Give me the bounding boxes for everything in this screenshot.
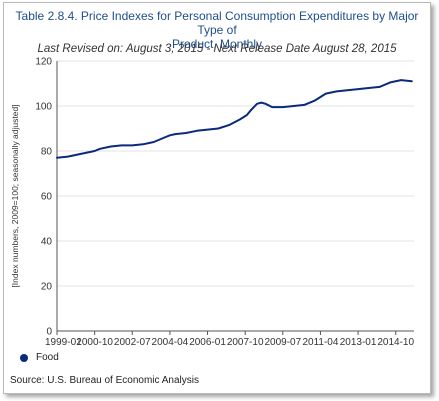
chart-title-line2: Product, Monthly: [171, 37, 263, 51]
x-tick-label: 2002-07: [114, 337, 151, 348]
y-tick-label: 80: [41, 147, 53, 158]
chart-title: Table 2.8.4. Price Indexes for Personal …: [4, 9, 430, 51]
y-tick-label: 40: [41, 237, 53, 248]
revision-note: Last Revised on: August 3, 2015 - Next R…: [37, 43, 397, 55]
y-tick-label: 20: [41, 282, 53, 293]
y-tick-label: 100: [35, 102, 52, 113]
x-tick-label: 2000-10: [76, 337, 113, 348]
x-tick-label: 2007-10: [227, 337, 264, 348]
chart-title-line1: Table 2.8.4. Price Indexes for Personal …: [15, 9, 419, 37]
x-tick-label: 2014-10: [377, 337, 414, 348]
x-tick-label: 2013-01: [340, 337, 377, 348]
x-tick-label: 2004-04: [152, 337, 189, 348]
source-note: Source: U.S. Bureau of Economic Analysis: [10, 375, 199, 386]
x-tick-label: 2006-01: [189, 337, 226, 348]
legend-label-food: Food: [36, 352, 59, 363]
x-tick-label: 2011-04: [302, 337, 338, 348]
legend[interactable]: Food: [20, 352, 59, 363]
chart-frame: Table 2.8.4. Price Indexes for Personal …: [3, 2, 431, 394]
y-tick-label: 0: [46, 327, 52, 338]
legend-marker-food: [20, 353, 28, 362]
x-tick-label: 1999-01: [45, 337, 82, 348]
y-tick-label: 120: [35, 57, 52, 68]
y-tick-label: 60: [41, 192, 53, 203]
series-line-food: [56, 79, 413, 159]
x-tick-label: 2009-07: [264, 337, 301, 348]
y-axis-title: [Index numbers, 2009=100; seasonally adj…: [10, 104, 20, 287]
